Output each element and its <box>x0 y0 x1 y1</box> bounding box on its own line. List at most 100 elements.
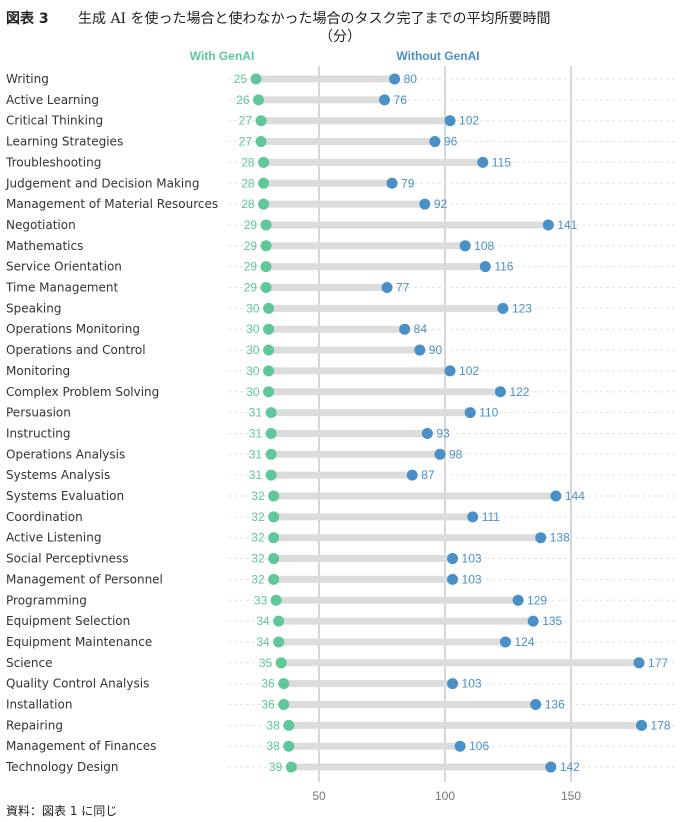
without-genai-value-label: 124 <box>514 635 534 649</box>
with-genai-point <box>285 761 297 773</box>
without-genai-value-label: 177 <box>648 656 668 670</box>
legend-without-genai: Without GenAI <box>396 49 479 63</box>
category-label: Complex Problem Solving <box>6 385 159 399</box>
with-genai-point <box>255 115 267 127</box>
chart-row: Instructing 31 93 <box>6 426 676 440</box>
with-genai-point <box>260 219 272 231</box>
without-genai-value-label: 178 <box>651 718 671 732</box>
title-block: 図表 3 生成 AI を使った場合と使わなかった場合のタスク完了までの平均所要時… <box>0 4 680 48</box>
with-genai-value-label: 26 <box>236 93 250 107</box>
with-genai-point <box>270 594 282 606</box>
chart-row: Troubleshooting 28 115 <box>5 155 676 169</box>
category-label: Equipment Selection <box>6 614 130 628</box>
with-genai-point <box>260 261 272 273</box>
chart-row: Equipment Maintenance 34 124 <box>6 635 676 649</box>
without-genai-value-label: 135 <box>542 614 562 628</box>
without-genai-point <box>434 448 446 460</box>
figure-label: 図表 3 <box>6 11 49 27</box>
with-genai-value-label: 31 <box>249 447 263 461</box>
with-genai-value-label: 33 <box>254 593 268 607</box>
with-genai-value-label: 30 <box>246 385 260 399</box>
rows-layer: Writing 25 80 Active Learning 26 76 Critical T… <box>5 72 676 774</box>
chart-row: Negotiation 29 141 <box>6 218 676 232</box>
with-genai-value-label: 31 <box>249 468 263 482</box>
without-genai-point <box>477 156 489 168</box>
without-genai-point <box>527 615 539 627</box>
chart-row: Systems Evaluation 32 144 <box>6 489 676 503</box>
with-genai-point <box>273 615 285 627</box>
without-genai-value-label: 76 <box>394 93 408 107</box>
with-genai-point <box>253 94 265 106</box>
with-genai-value-label: 32 <box>251 510 265 524</box>
with-genai-point <box>278 699 290 710</box>
chart-row: Active Listening 32 138 <box>6 531 676 545</box>
with-genai-value-label: 30 <box>246 364 260 378</box>
without-genai-value-label: 110 <box>479 406 498 420</box>
with-genai-value-label: 29 <box>244 239 258 253</box>
without-genai-value-label: 93 <box>436 426 450 440</box>
with-genai-value-label: 29 <box>244 218 258 232</box>
with-genai-value-label: 25 <box>234 72 248 86</box>
chart-row: Coordination 32 111 <box>6 510 676 524</box>
chart-row: Complex Problem Solving 30 122 <box>6 385 676 399</box>
with-genai-value-label: 30 <box>246 343 260 357</box>
x-tick-label: 50 <box>312 789 326 800</box>
without-genai-point <box>464 407 476 419</box>
category-label: Programming <box>6 593 87 607</box>
chart-subtitle: （分） <box>319 29 361 45</box>
without-genai-value-label: 103 <box>462 552 482 566</box>
category-label: Monitoring <box>6 364 70 378</box>
without-genai-point <box>419 198 431 210</box>
without-genai-value-label: 122 <box>509 385 529 399</box>
grid-layer <box>318 66 572 782</box>
without-genai-point <box>545 761 557 773</box>
category-label: Operations Monitoring <box>6 322 140 336</box>
with-genai-value-label: 28 <box>241 155 255 169</box>
with-genai-value-label: 36 <box>261 677 275 691</box>
with-genai-point <box>265 407 277 419</box>
with-genai-value-label: 30 <box>246 301 260 315</box>
without-genai-value-label: 111 <box>482 510 501 524</box>
without-genai-point <box>550 490 562 502</box>
category-label: Quality Control Analysis <box>6 677 149 691</box>
with-genai-value-label: 27 <box>239 135 253 149</box>
chart-row: Time Management 29 77 <box>5 281 676 295</box>
without-genai-value-label: 136 <box>545 698 565 712</box>
with-genai-value-label: 31 <box>249 406 263 420</box>
without-genai-value-label: 103 <box>462 572 482 586</box>
without-genai-value-label: 96 <box>444 135 458 149</box>
chart-row: Social Perceptivness 32 103 <box>6 552 676 566</box>
without-genai-value-label: 77 <box>396 281 410 295</box>
with-genai-point <box>283 740 295 752</box>
without-genai-point <box>447 573 459 585</box>
with-genai-value-label: 27 <box>239 114 253 128</box>
chart-row: Management of Personnel 32 103 <box>6 572 676 586</box>
without-genai-value-label: 115 <box>492 155 511 169</box>
category-label: Active Learning <box>6 93 99 107</box>
without-genai-point <box>530 699 542 710</box>
without-genai-point <box>389 73 401 85</box>
without-genai-value-label: 92 <box>434 197 448 211</box>
without-genai-value-label: 102 <box>459 114 479 128</box>
with-genai-point <box>268 532 280 544</box>
category-label: Speaking <box>6 301 61 315</box>
with-genai-value-label: 36 <box>261 698 275 712</box>
with-genai-point <box>263 323 275 335</box>
chart-row: Monitoring 30 102 <box>6 364 676 378</box>
without-genai-point <box>459 240 471 252</box>
without-genai-point <box>454 740 466 752</box>
with-genai-point <box>260 282 272 293</box>
with-genai-point <box>263 344 275 356</box>
without-genai-value-label: 87 <box>421 468 435 482</box>
with-genai-point <box>268 511 280 523</box>
with-genai-point <box>263 365 275 377</box>
chart-row: Operations Monitoring 30 84 <box>6 322 676 336</box>
category-label: Critical Thinking <box>6 114 103 128</box>
category-label: Systems Analysis <box>6 468 110 482</box>
category-label: Operations and Control <box>6 343 146 357</box>
with-genai-value-label: 32 <box>251 552 265 566</box>
category-label: Instructing <box>6 426 71 440</box>
with-genai-point <box>265 469 277 481</box>
without-genai-point <box>444 115 456 127</box>
with-genai-point <box>265 427 277 439</box>
